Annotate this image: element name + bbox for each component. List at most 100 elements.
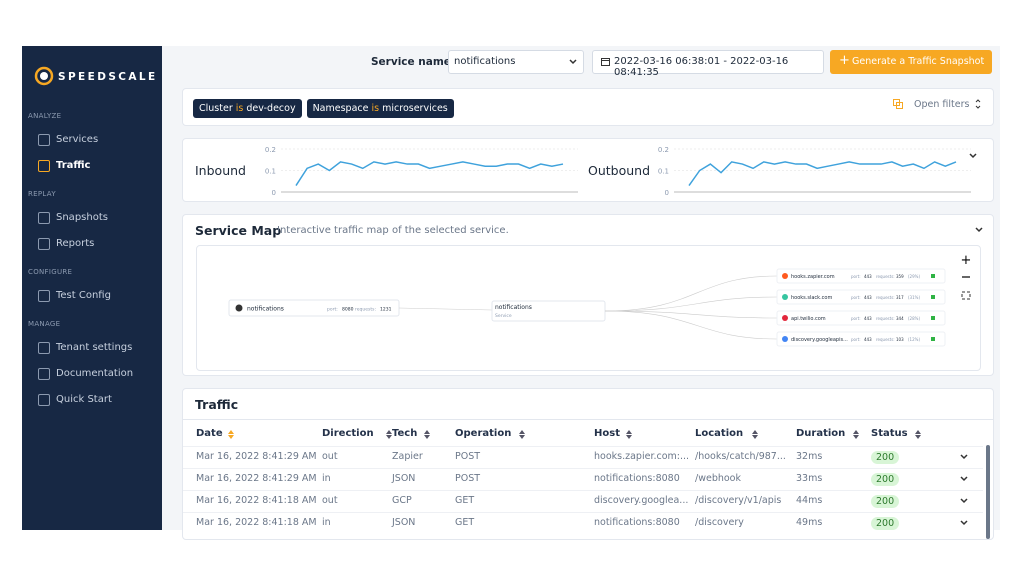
requests-label: requests:: [876, 316, 895, 321]
cell: out: [322, 451, 338, 462]
row[interactable]: [183, 512, 983, 534]
logo: [34, 66, 54, 86]
collapse-icon[interactable]: [975, 227, 983, 233]
traffic-table: Date Direction Tech Operation Host Location Du…: [183, 419, 993, 540]
nav-icon: [38, 238, 50, 250]
status-dot: [931, 295, 935, 299]
cell: 33ms: [796, 473, 823, 484]
requests: 1231: [380, 307, 392, 313]
nav-icon: [38, 368, 50, 380]
column-header[interactable]: Tech: [392, 428, 418, 439]
expand-icon[interactable]: [960, 454, 968, 460]
cell: POST: [455, 473, 481, 484]
port: 443: [864, 295, 872, 300]
share: (28%): [908, 316, 920, 321]
column-header[interactable]: Direction: [322, 428, 374, 439]
row[interactable]: [183, 468, 983, 490]
target-icon: [782, 273, 788, 279]
nav-item[interactable]: Documentation: [56, 368, 134, 379]
open-filters[interactable]: Open filters: [914, 99, 970, 110]
nav-item[interactable]: Traffic: [56, 160, 91, 171]
button-label: Generate a Traffic Snapshot: [852, 56, 985, 67]
tick-label: 0.1: [658, 168, 669, 176]
source-name: notifications: [247, 306, 284, 313]
nav-item[interactable]: Snapshots: [56, 212, 108, 223]
tick-label: 0: [272, 189, 276, 197]
sort-icon: [518, 430, 525, 439]
zoom-in[interactable]: +: [961, 253, 972, 268]
nav-item[interactable]: Reports: [56, 238, 95, 249]
sort-icon: [752, 430, 759, 439]
nav-icon: [38, 212, 50, 224]
map: + notifications port: 8080 requests: 1231 not…: [228, 253, 972, 347]
row[interactable]: [183, 490, 983, 512]
filter-chip: Namespace is microservices: [306, 99, 454, 118]
target-icon: [782, 315, 788, 321]
status: 200: [871, 517, 900, 530]
status-dot: [931, 337, 935, 341]
status: 200: [871, 473, 900, 486]
nav-item[interactable]: Quick Start: [56, 394, 112, 405]
sidebar: SPEEDSCALE ANALYZE Services Traffic REPLAY S…: [22, 46, 162, 530]
cell: 44ms: [796, 495, 823, 506]
cell: Mar 16, 2022 8:41:18 AM: [196, 517, 317, 528]
fit-view[interactable]: [961, 291, 971, 300]
target-node: [776, 289, 946, 305]
filter-value: microservices: [382, 103, 448, 114]
service-select[interactable]: notifications: [448, 50, 584, 74]
nav-icon: [38, 160, 50, 172]
sort-icon: [385, 430, 392, 439]
column-header[interactable]: Location: [695, 428, 744, 439]
port: 443: [864, 274, 872, 279]
target-node: [776, 310, 946, 326]
cell: Mar 16, 2022 8:41:29 AM: [196, 451, 317, 462]
requests: 359: [896, 274, 904, 279]
chevron: [960, 454, 968, 460]
port-label: port:: [851, 316, 861, 321]
port: 443: [864, 337, 872, 342]
row[interactable]: [183, 446, 983, 468]
cell: POST: [455, 451, 481, 462]
column-header[interactable]: Status: [871, 428, 908, 439]
column-header[interactable]: Date: [196, 428, 223, 439]
map-subtitle: Interactive traffic map of the selected …: [277, 225, 509, 236]
status-dot: [931, 274, 935, 278]
column-header[interactable]: Host: [594, 428, 620, 439]
plus-icon: +: [839, 53, 850, 68]
section-title: ANALYZE: [28, 112, 62, 120]
port-label: port:: [851, 274, 861, 279]
section-title: CONFIGURE: [28, 268, 73, 276]
edge: [604, 296, 778, 312]
filter-icon: [893, 99, 903, 109]
brand: SPEEDSCALE: [58, 71, 158, 83]
section-title: REPLAY: [28, 190, 56, 198]
nav-item[interactable]: Test Config: [56, 290, 111, 301]
column-header[interactable]: Duration: [796, 428, 846, 439]
nav-item[interactable]: Tenant settings: [56, 342, 133, 353]
share: (12%): [908, 337, 920, 342]
target-node: [776, 268, 946, 284]
sparkline: [688, 161, 957, 186]
nav-icon: [38, 342, 50, 354]
sort-arrows: [853, 430, 860, 439]
section-title: MANAGE: [28, 320, 61, 328]
sparklines: Inbound 0.2 0.1 0 Outbound 0.2 0.1 0: [195, 146, 977, 197]
tick-label: 0: [665, 189, 669, 197]
expand-icon[interactable]: [960, 520, 968, 526]
column-header[interactable]: Operation: [455, 428, 512, 439]
nav-item[interactable]: Services: [56, 134, 99, 145]
target-icon: [782, 336, 788, 342]
source-icon: [235, 304, 243, 312]
scrollbar[interactable]: [986, 445, 990, 539]
filter-key: Namespace: [312, 103, 369, 114]
edge: [398, 307, 493, 311]
edge: [604, 310, 778, 340]
date-picker[interactable]: 2022-03-16 06:38:01 - 2022-03-16 08:41:3…: [592, 50, 824, 78]
snapshot-button[interactable]: + Generate a Traffic Snapshot: [830, 50, 992, 74]
map-canvas[interactable]: + notifications port: 8080 requests: 1231 not…: [196, 245, 981, 371]
expand-icon[interactable]: [960, 498, 968, 504]
expand-icon[interactable]: [960, 476, 968, 482]
cell: 49ms: [796, 517, 823, 528]
requests-label: requests:: [876, 274, 895, 279]
sort-arrows: [227, 430, 234, 439]
